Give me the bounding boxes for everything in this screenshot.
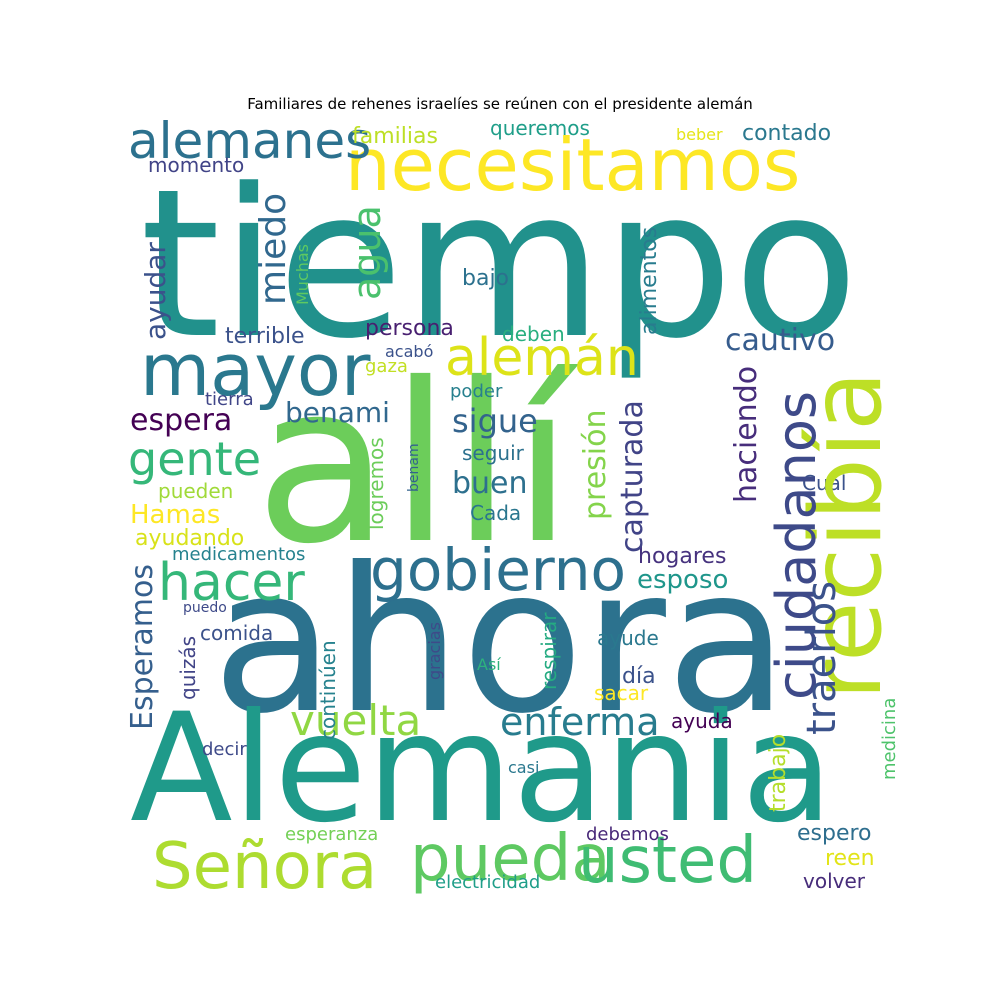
word-logremos: logremos xyxy=(364,437,388,530)
word-buen: buen xyxy=(452,466,528,501)
word-usted: usted xyxy=(578,824,757,898)
word-queremos: queremos xyxy=(490,116,590,140)
word-muchas: Muchas xyxy=(293,244,312,305)
word-ayudando: ayudando xyxy=(135,526,244,551)
word-esperanza: esperanza xyxy=(285,824,378,845)
word-cual: Cuál xyxy=(802,471,846,495)
word-sacar: sacar xyxy=(594,681,649,705)
word-sigue: sigue xyxy=(452,402,538,440)
word-tierra: tierra xyxy=(205,389,254,410)
word-continuen: continúen xyxy=(316,640,340,740)
word-bajo: bajo xyxy=(462,266,509,291)
word-medicina: medicina xyxy=(879,698,900,780)
word-senora: Señora xyxy=(152,830,377,904)
word-gaza: gaza xyxy=(365,356,408,377)
page-title: Familiares de rehenes israelíes se reúne… xyxy=(247,95,753,113)
word-enferma: enferma xyxy=(500,700,659,744)
word-poder: poder xyxy=(450,381,503,402)
word-benami: benami xyxy=(285,396,390,429)
word-quizas: quizás xyxy=(176,636,200,700)
word-ahora: ahora xyxy=(212,525,788,758)
word-esperamos: Esperamos xyxy=(125,564,160,730)
word-aleman: alemán xyxy=(445,328,639,388)
word-ciudadanos: ciudadanos xyxy=(765,391,828,700)
word-espero: espero xyxy=(797,821,872,846)
word-mayor: mayor xyxy=(140,328,371,412)
word-pueda: pueda xyxy=(410,822,610,896)
word-hamas: Hamas xyxy=(130,500,220,530)
word-ayuda: ayuda xyxy=(671,709,733,733)
word-alli: allí xyxy=(255,336,579,592)
word-tiempo: tiempo xyxy=(140,146,859,384)
word-cada: Cada xyxy=(470,501,521,525)
word-gracias: gracias xyxy=(425,622,444,680)
word-hacer: hacer xyxy=(158,553,305,613)
word-necesitamos: necesitamos xyxy=(345,123,800,207)
word-deben: deben xyxy=(502,322,565,346)
word-miedo: miedo xyxy=(253,193,294,305)
word-medicamentos: medicamentos xyxy=(172,544,305,565)
word-espera: espera xyxy=(130,403,232,438)
word-comida: comida xyxy=(200,621,273,645)
word-trabajo: trabajo xyxy=(766,734,791,812)
word-alemania: Alemania xyxy=(130,682,833,856)
word-decir: decir xyxy=(202,739,247,760)
word-reen: reen xyxy=(825,846,875,871)
word-alemanes: alemanes xyxy=(128,112,371,170)
word-hogares: hogares xyxy=(638,544,726,569)
word-respirar: respirar xyxy=(537,612,561,690)
word-vuelta: vuelta xyxy=(290,696,421,745)
word-ayude: ayude xyxy=(597,626,659,650)
word-terrible: terrible xyxy=(225,324,305,349)
word-recibia: recibía xyxy=(790,371,904,700)
word-persona: persona xyxy=(365,316,454,341)
word-asi: Así xyxy=(477,655,501,674)
word-agua: agua xyxy=(345,205,389,300)
word-volver: volver xyxy=(803,869,866,893)
word-debemos: debemos xyxy=(586,824,669,845)
word-presion: presión xyxy=(578,409,613,520)
word-beber: beber xyxy=(676,125,723,144)
word-benam: benam xyxy=(406,443,422,492)
word-acabo: acabó xyxy=(385,342,433,361)
word-traerlos: traerlos xyxy=(799,581,845,735)
word-seguir: seguir xyxy=(462,441,525,465)
word-gente: gente xyxy=(128,432,261,486)
word-casi: casi xyxy=(508,758,539,777)
word-momento: momento xyxy=(148,153,244,177)
word-contado: contado xyxy=(742,121,831,146)
word-esposo: esposo xyxy=(637,565,728,595)
word-pueden: pueden xyxy=(158,479,233,503)
word-haciendo: haciendo xyxy=(729,366,764,503)
word-capturada: capturada xyxy=(615,400,650,553)
word-alimentos: alimentos xyxy=(637,227,662,335)
word-cautivo: cautivo xyxy=(725,323,835,358)
word-familias: familias xyxy=(352,124,438,149)
word-dia: día xyxy=(622,664,656,689)
word-electricidad: electricidad xyxy=(435,872,540,893)
word-ayudar: ayudar xyxy=(139,242,172,340)
word-puedo: puedo xyxy=(183,600,227,616)
word-gobierno: gobierno xyxy=(370,536,626,604)
